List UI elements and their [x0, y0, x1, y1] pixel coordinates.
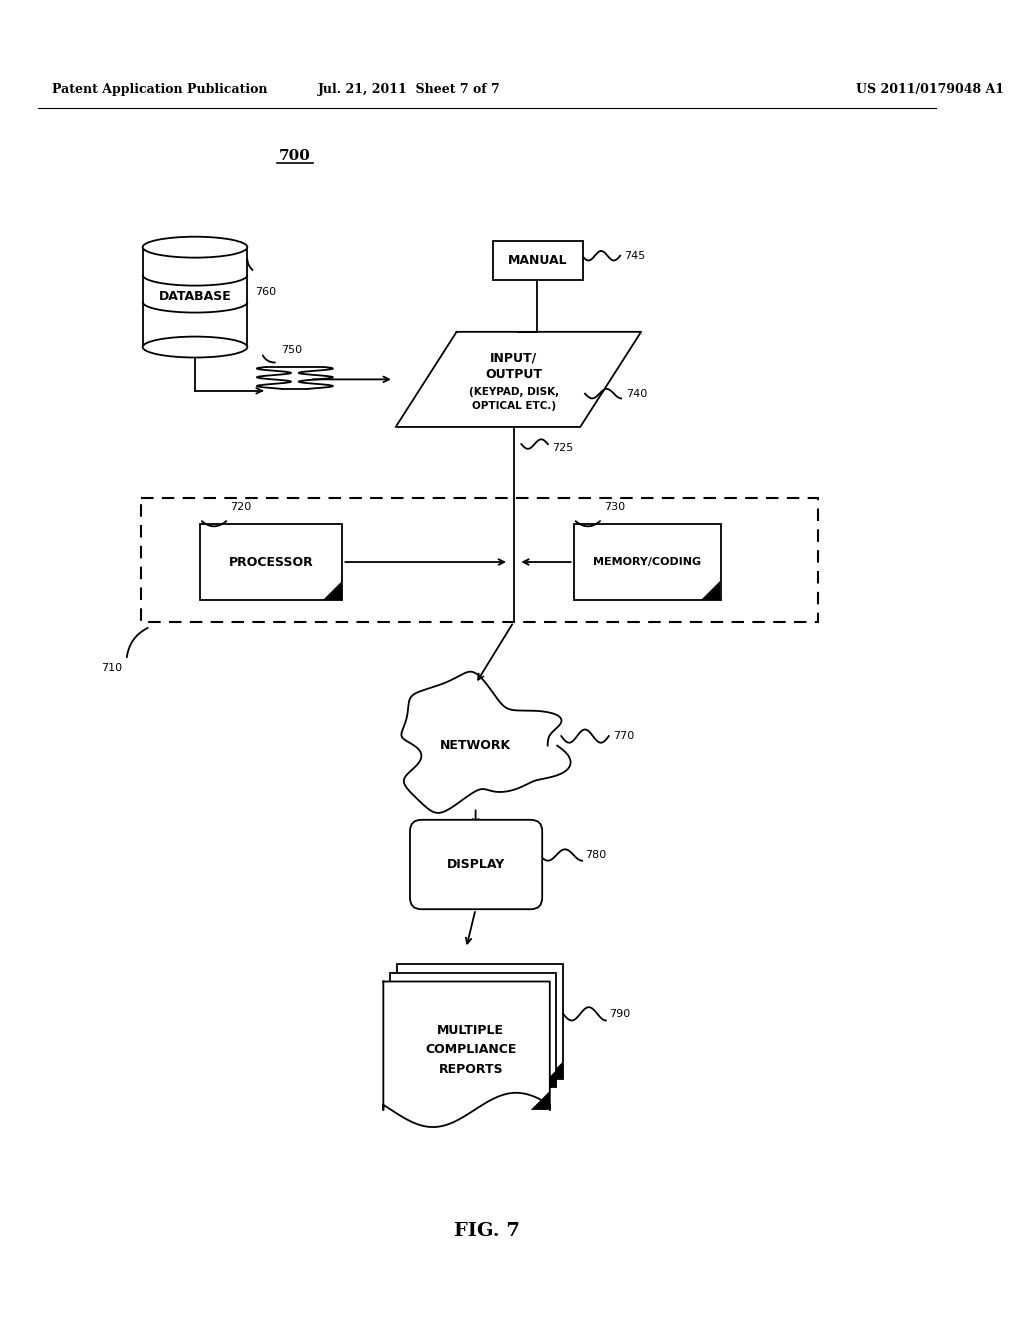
- Text: 770: 770: [613, 731, 635, 741]
- Polygon shape: [324, 581, 342, 601]
- Text: 725: 725: [552, 444, 573, 453]
- Text: 750: 750: [281, 345, 302, 355]
- Text: MANUAL: MANUAL: [508, 253, 567, 267]
- FancyBboxPatch shape: [493, 240, 583, 280]
- Text: (KEYPAD, DISK,: (KEYPAD, DISK,: [469, 387, 559, 397]
- Polygon shape: [383, 982, 550, 1127]
- FancyBboxPatch shape: [410, 820, 542, 909]
- Text: NETWORK: NETWORK: [440, 739, 511, 752]
- Text: DATABASE: DATABASE: [159, 290, 231, 304]
- Ellipse shape: [142, 337, 248, 358]
- Polygon shape: [530, 1090, 550, 1110]
- Text: 745: 745: [624, 251, 645, 261]
- Text: FIG. 7: FIG. 7: [454, 1222, 520, 1239]
- Text: 730: 730: [604, 502, 625, 512]
- FancyBboxPatch shape: [396, 965, 563, 1078]
- Text: 760: 760: [255, 286, 276, 297]
- Text: US 2011/0179048 A1: US 2011/0179048 A1: [856, 83, 1005, 96]
- FancyBboxPatch shape: [573, 524, 721, 601]
- Polygon shape: [701, 581, 720, 601]
- Text: REPORTS: REPORTS: [438, 1063, 503, 1076]
- Polygon shape: [401, 672, 570, 813]
- Text: COMPLIANCE: COMPLIANCE: [425, 1044, 516, 1056]
- Text: 720: 720: [230, 502, 252, 512]
- Text: DISPLAY: DISPLAY: [446, 858, 505, 871]
- Polygon shape: [540, 1071, 556, 1088]
- Text: PROCESSOR: PROCESSOR: [228, 556, 313, 569]
- Text: MULTIPLE: MULTIPLE: [437, 1024, 505, 1038]
- Polygon shape: [546, 1061, 563, 1078]
- Text: OUTPUT: OUTPUT: [485, 368, 542, 381]
- FancyBboxPatch shape: [200, 524, 342, 601]
- FancyBboxPatch shape: [390, 973, 556, 1088]
- Text: 710: 710: [100, 663, 122, 673]
- Polygon shape: [257, 367, 333, 389]
- Text: Patent Application Publication: Patent Application Publication: [52, 83, 268, 96]
- Text: 790: 790: [609, 1008, 630, 1019]
- Text: Jul. 21, 2011  Sheet 7 of 7: Jul. 21, 2011 Sheet 7 of 7: [317, 83, 501, 96]
- Ellipse shape: [142, 236, 248, 257]
- Text: OPTICAL ETC.): OPTICAL ETC.): [472, 401, 556, 411]
- Text: MEMORY/CODING: MEMORY/CODING: [593, 557, 700, 568]
- Text: 740: 740: [626, 388, 647, 399]
- Text: 700: 700: [279, 149, 311, 162]
- Text: INPUT/: INPUT/: [490, 352, 538, 364]
- Polygon shape: [395, 331, 641, 426]
- Text: 780: 780: [585, 850, 606, 861]
